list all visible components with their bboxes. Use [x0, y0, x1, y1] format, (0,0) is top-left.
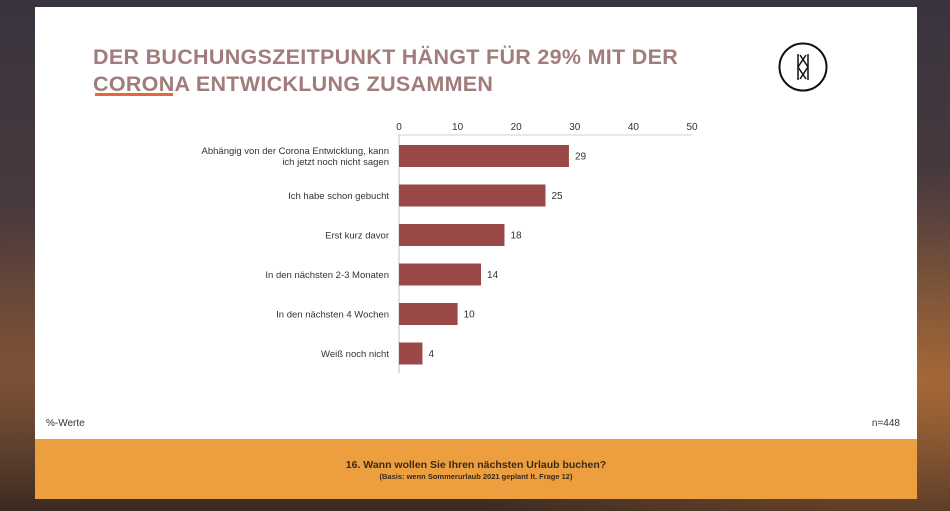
question-basis: (Basis: wenn Sommerurlaub 2021 geplant l… — [379, 472, 573, 481]
bar — [399, 145, 569, 167]
x-tick-label: 0 — [396, 122, 402, 133]
x-tick-label: 30 — [569, 122, 581, 133]
data-label: 29 — [575, 152, 587, 163]
category-label-line: Abhängig von der Corona Entwicklung, kan… — [202, 146, 389, 157]
x-tick-label: 10 — [452, 122, 464, 133]
bar — [399, 263, 482, 286]
category-label: In den nächsten 4 Wochen — [276, 310, 389, 321]
category-label-line: Erst kurz davor — [325, 231, 389, 242]
slide: DER BUCHUNGSZEITPUNKT HÄNGT FÜR 29% MIT … — [35, 7, 917, 499]
category-label: Ich habe schon gebucht — [288, 191, 389, 202]
x-tick-label: 50 — [686, 122, 698, 133]
category-label-line: In den nächsten 4 Wochen — [276, 310, 389, 321]
category-label-line: In den nächsten 2-3 Monaten — [265, 270, 389, 281]
x-tick-label: 20 — [511, 122, 523, 133]
brand-logo-icon — [778, 42, 828, 92]
title-accent-underline — [95, 93, 173, 96]
slide-title: DER BUCHUNGSZEITPUNKT HÄNGT FÜR 29% MIT … — [93, 44, 733, 98]
bar — [399, 342, 423, 365]
data-label: 14 — [487, 270, 499, 281]
title-line-2: CORONA ENTWICKLUNG ZUSAMMEN — [93, 72, 494, 96]
category-label-line: ich jetzt noch nicht sagen — [282, 157, 389, 168]
title-line-1: DER BUCHUNGSZEITPUNKT HÄNGT FÜR 29% MIT … — [93, 45, 679, 69]
x-tick-label: 40 — [628, 122, 640, 133]
category-label-line: Ich habe schon gebucht — [288, 191, 389, 202]
category-label: Weiß noch nicht — [321, 349, 389, 360]
category-label-line: Weiß noch nicht — [321, 349, 389, 360]
category-label: Erst kurz davor — [325, 231, 389, 242]
bar — [399, 184, 546, 207]
data-label: 10 — [464, 310, 476, 321]
bar — [399, 224, 505, 246]
bar-chart: 0 10 20 30 40 50 Abhängig von der Corona Entwi… — [202, 122, 698, 373]
unit-note: %-Werte — [46, 418, 85, 429]
data-label: 18 — [510, 231, 522, 242]
data-label: 4 — [428, 349, 434, 360]
question-footer: 16. Wann wollen Sie Ihren nächsten Urlau… — [35, 439, 917, 499]
question-text: 16. Wann wollen Sie Ihren nächsten Urlau… — [345, 459, 607, 471]
bar — [399, 303, 458, 325]
category-label: Abhängig von der Corona Entwicklung, kan… — [202, 146, 389, 168]
category-label: In den nächsten 2-3 Monaten — [265, 270, 389, 281]
sample-size: n=448 — [871, 418, 900, 429]
data-label: 25 — [552, 191, 564, 202]
